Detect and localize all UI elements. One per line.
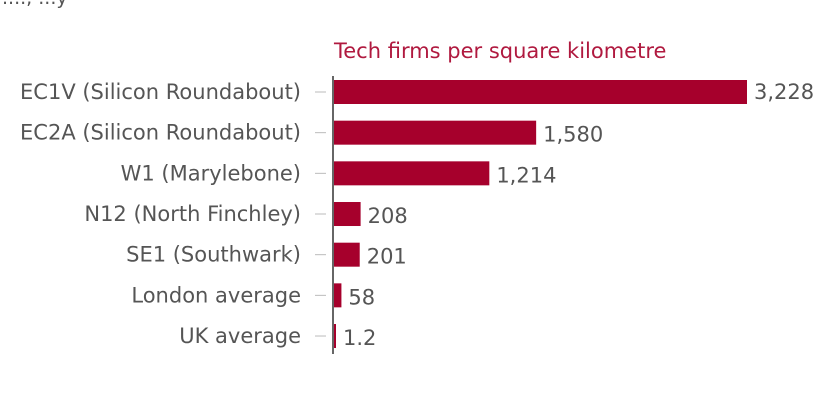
- value-label: 1,214: [496, 163, 556, 187]
- category-label: W1 (Marylebone): [121, 161, 301, 185]
- value-label: 3,228: [754, 80, 814, 104]
- bar: [334, 242, 360, 267]
- value-labels: 3,228 1,580 1,214 208 201 58 1.2: [343, 80, 814, 350]
- category-label: SE1 (Southwark): [126, 243, 301, 267]
- value-label: 1,580: [543, 123, 603, 147]
- bar: [334, 80, 747, 104]
- bar: [334, 120, 537, 145]
- bar: [334, 283, 342, 308]
- bar: [334, 202, 361, 227]
- value-label: 201: [367, 245, 407, 269]
- clipped-header-text: ...., ...y: [2, 0, 68, 9]
- category-label: EC2A (Silicon Roundabout): [20, 121, 301, 145]
- bar: [334, 161, 490, 186]
- bars: [334, 80, 747, 349]
- tick-marks: [315, 91, 326, 337]
- category-label: EC1V (Silicon Roundabout): [20, 80, 301, 104]
- category-labels: EC1V (Silicon Roundabout) EC2A (Silicon R…: [20, 80, 301, 348]
- value-label: 1.2: [343, 326, 376, 350]
- category-label: London average: [131, 283, 301, 307]
- bar: [334, 324, 336, 349]
- category-label: N12 (North Finchley): [84, 202, 301, 226]
- value-label: 58: [348, 285, 375, 309]
- value-label: 208: [368, 204, 408, 228]
- category-label: UK average: [179, 324, 301, 348]
- chart-title: Tech firms per square kilometre: [333, 39, 666, 63]
